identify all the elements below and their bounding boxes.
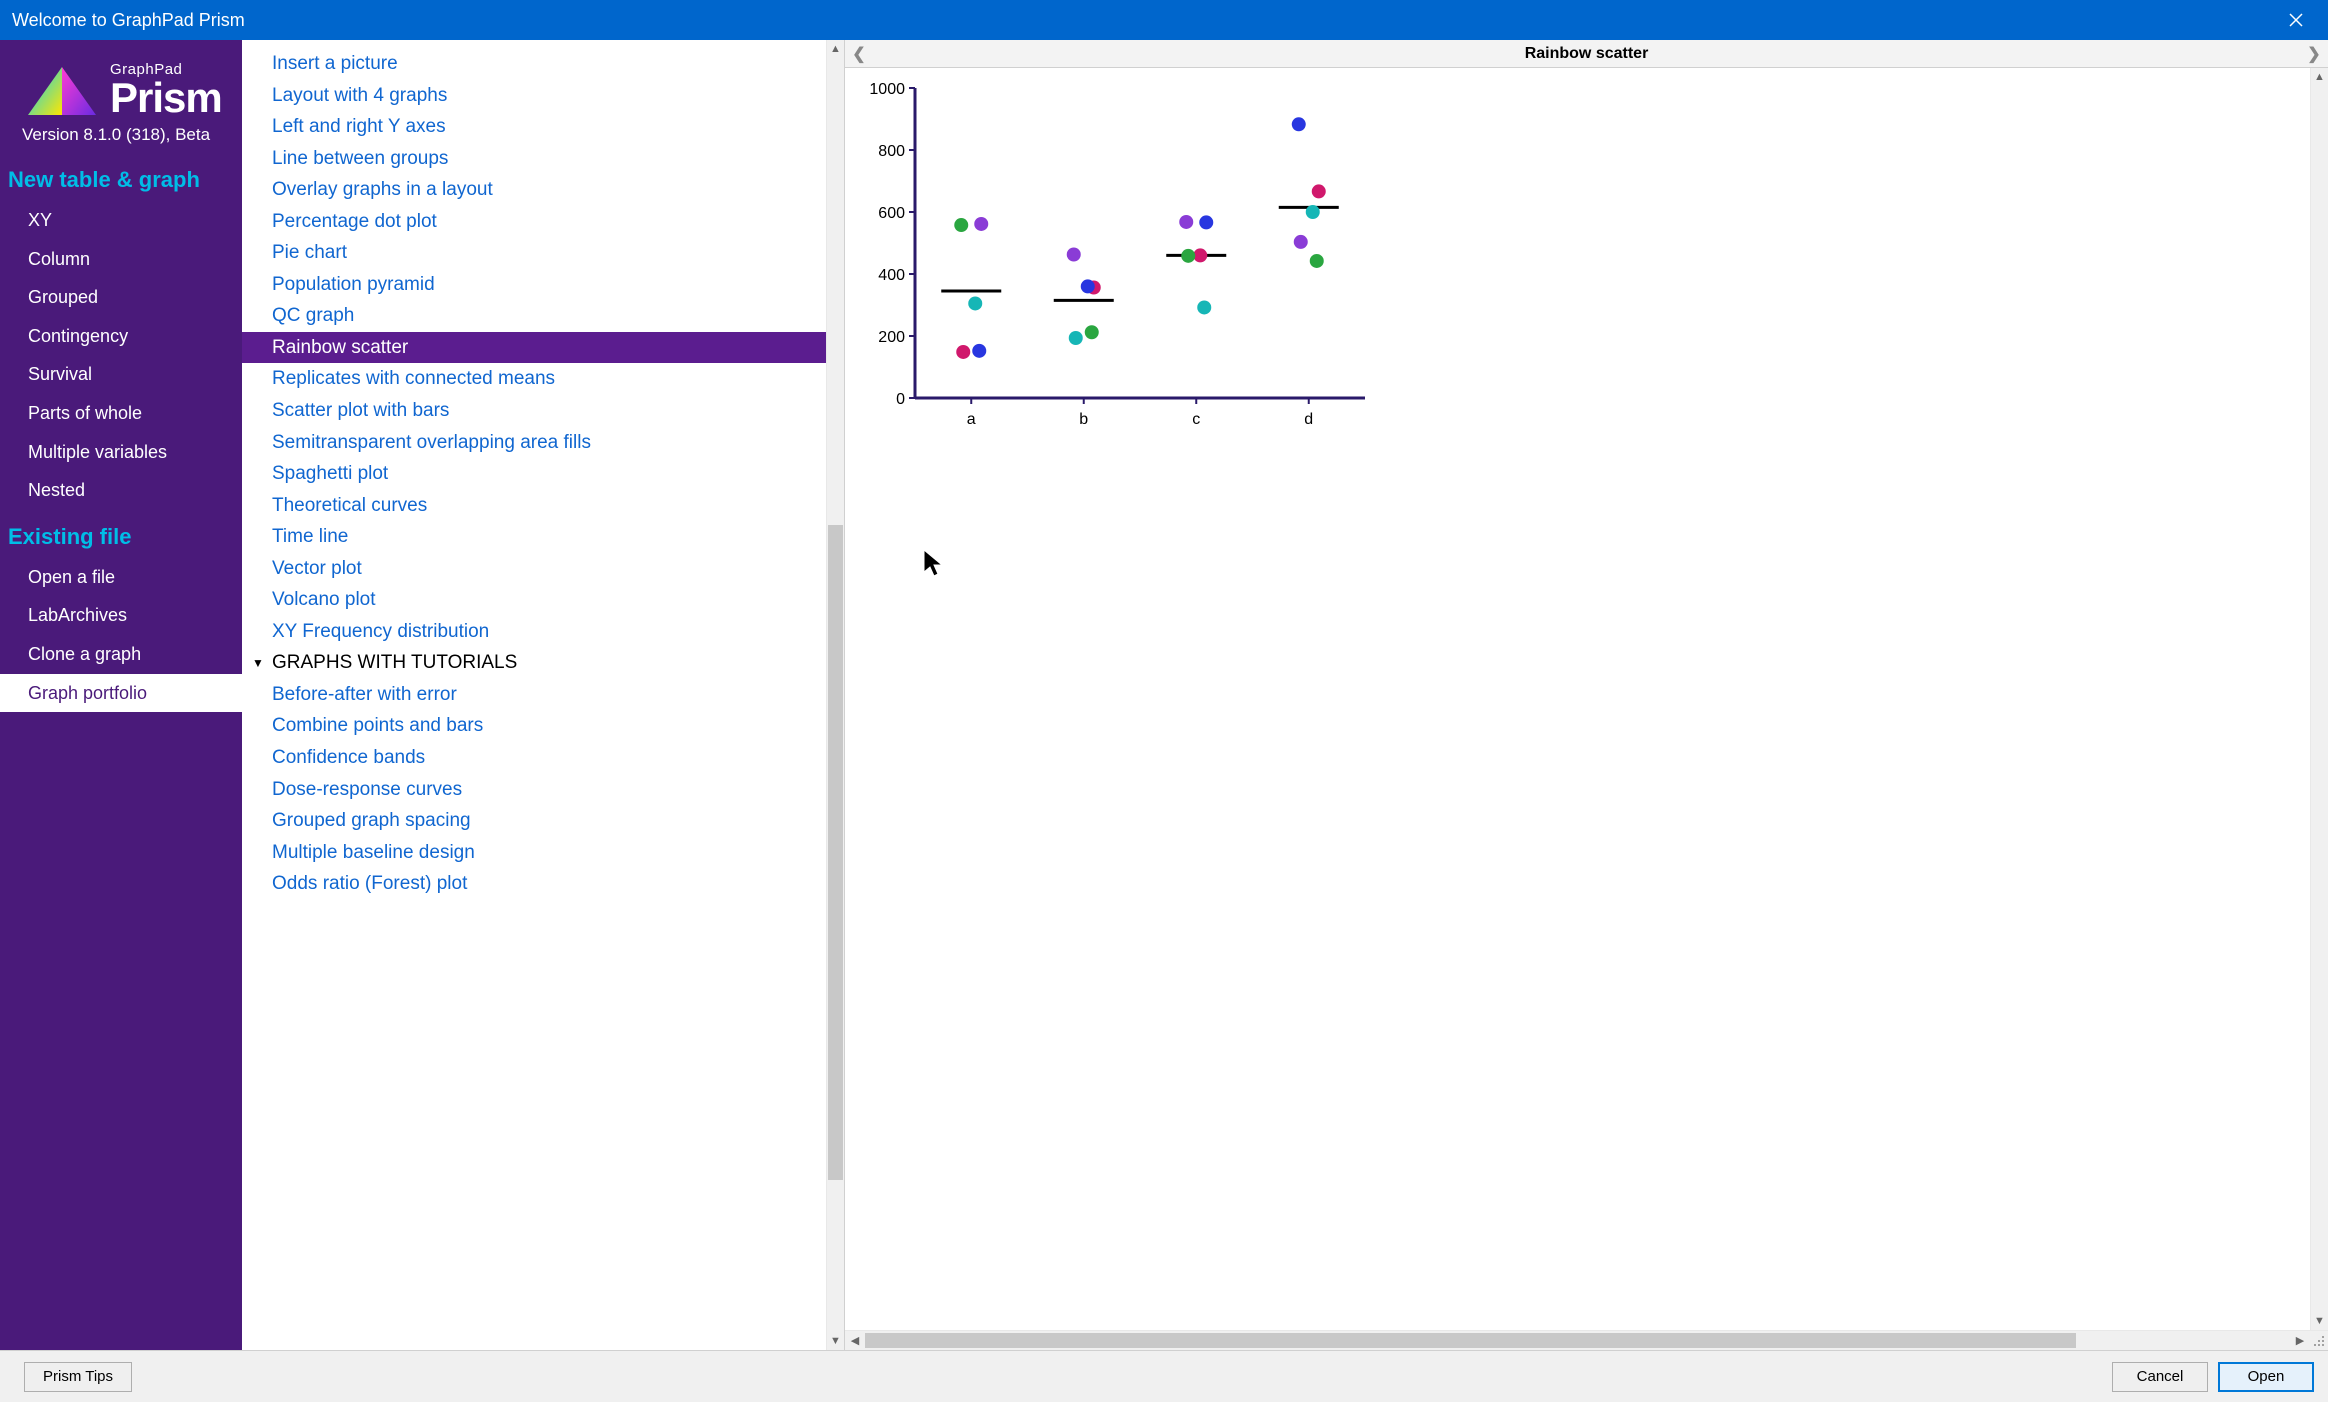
welcome-window: Welcome to GraphPad Prism [0,0,2328,1402]
cursor-icon [922,548,946,586]
list-item-vector-plot[interactable]: Vector plot [242,553,826,585]
svg-text:0: 0 [896,391,905,408]
logo-block: GraphPad Prism Version 8.1.0 (318), Beta [0,40,242,153]
list-item-before-after-with-error[interactable]: Before-after with error [242,679,826,711]
svg-text:c: c [1192,411,1200,428]
preview-scroll-down-icon[interactable]: ▼ [2311,1312,2328,1330]
sidebar-item-open-a-file[interactable]: Open a file [0,558,242,597]
list-item-xy-frequency-distribution[interactable]: XY Frequency distribution [242,616,826,648]
list-item-overlay-graphs-in-a-layout[interactable]: Overlay graphs in a layout [242,174,826,206]
sidebar-item-column[interactable]: Column [0,240,242,279]
svg-text:200: 200 [878,329,905,346]
sidebar-item-xy[interactable]: XY [0,201,242,240]
list-item-qc-graph[interactable]: QC graph [242,300,826,332]
list-item-population-pyramid[interactable]: Population pyramid [242,269,826,301]
list-item-confidence-bands[interactable]: Confidence bands [242,742,826,774]
list-item-percentage-dot-plot[interactable]: Percentage dot plot [242,206,826,238]
list-item-time-line[interactable]: Time line [242,521,826,553]
list-scrollbar[interactable]: ▲ ▼ [826,40,844,1350]
version-label: Version 8.1.0 (318), Beta [22,125,232,145]
sidebar-item-parts-of-whole[interactable]: Parts of whole [0,394,242,433]
svg-text:600: 600 [878,205,905,222]
section-existing-title: Existing file [0,510,242,558]
preview-scroll-up-icon[interactable]: ▲ [2311,68,2328,86]
preview-h-scrollbar[interactable]: ◀ ▶ [845,1330,2328,1350]
logo-prism-text: Prism [110,77,222,119]
list-item-dose-response-curves[interactable]: Dose-response curves [242,774,826,806]
svg-text:a: a [967,411,976,428]
list-item-replicates-with-connected-means[interactable]: Replicates with connected means [242,363,826,395]
list-item-spaghetti-plot[interactable]: Spaghetti plot [242,458,826,490]
list-item-pie-chart[interactable]: Pie chart [242,237,826,269]
open-button[interactable]: Open [2218,1362,2314,1392]
list-item-layout-with-4-graphs[interactable]: Layout with 4 graphs [242,80,826,112]
section-new-table-title: New table & graph [0,153,242,201]
sidebar-item-survival[interactable]: Survival [0,355,242,394]
resize-grip-icon[interactable] [2310,1335,2328,1347]
svg-text:d: d [1304,411,1313,428]
list-item-semitransparent-overlapping-area-fills[interactable]: Semitransparent overlapping area fills [242,427,826,459]
scroll-up-icon[interactable]: ▲ [827,40,844,58]
scroll-thumb[interactable] [828,525,843,1180]
nav-existing-file: Open a fileLabArchivesClone a graphGraph… [0,558,242,712]
sidebar-item-graph-portfolio[interactable]: Graph portfolio [0,674,242,713]
list-item-grouped-graph-spacing[interactable]: Grouped graph spacing [242,805,826,837]
sidebar-item-multiple-variables[interactable]: Multiple variables [0,433,242,472]
list-item-scatter-plot-with-bars[interactable]: Scatter plot with bars [242,395,826,427]
template-list[interactable]: Insert a pictureLayout with 4 graphsLeft… [242,40,826,1350]
list-item-multiple-baseline-design[interactable]: Multiple baseline design [242,837,826,869]
scroll-down-icon[interactable]: ▼ [827,1332,844,1350]
svg-text:800: 800 [878,143,905,160]
sidebar-item-clone-a-graph[interactable]: Clone a graph [0,635,242,674]
preview-scroll-right-icon[interactable]: ▶ [2290,1334,2310,1347]
list-item-left-and-right-y-axes[interactable]: Left and right Y axes [242,111,826,143]
preview-scroll-left-icon[interactable]: ◀ [845,1334,865,1347]
preview-header: ❮ Rainbow scatter ❯ [845,40,2328,68]
sidebar-item-contingency[interactable]: Contingency [0,317,242,356]
svg-text:400: 400 [878,267,905,284]
list-item-line-between-groups[interactable]: Line between groups [242,143,826,175]
nav-new-table: XYColumnGroupedContingencySurvivalParts … [0,201,242,510]
next-template-icon[interactable]: ❯ [2304,44,2324,64]
preview-v-scrollbar[interactable]: ▲ ▼ [2310,68,2328,1330]
prism-tips-button[interactable]: Prism Tips [24,1362,132,1392]
template-list-pane: Insert a pictureLayout with 4 graphsLeft… [242,40,844,1350]
prism-logo-icon [22,63,100,119]
list-item-combine-points-and-bars[interactable]: Combine points and bars [242,710,826,742]
svg-text:1000: 1000 [869,81,905,98]
sidebar-item-labarchives[interactable]: LabArchives [0,596,242,635]
preview-title: Rainbow scatter [869,45,2304,63]
titlebar: Welcome to GraphPad Prism [0,0,2328,40]
cancel-button[interactable]: Cancel [2112,1362,2208,1392]
list-item-insert-a-picture[interactable]: Insert a picture [242,48,826,80]
preview-pane: ❮ Rainbow scatter ❯ 0 200 400 600 800 1000 a b c… [844,40,2328,1350]
footer: Prism Tips Cancel Open [0,1350,2328,1402]
svg-text:b: b [1079,411,1088,428]
prev-template-icon[interactable]: ❮ [849,44,869,64]
sidebar-item-grouped[interactable]: Grouped [0,278,242,317]
list-item-volcano-plot[interactable]: Volcano plot [242,584,826,616]
list-item-odds-ratio-forest-plot[interactable]: Odds ratio (Forest) plot [242,868,826,900]
window-title: Welcome to GraphPad Prism [12,10,245,31]
sidebar: GraphPad Prism Version 8.1.0 (318), Beta… [0,40,242,1350]
list-item-rainbow-scatter[interactable]: Rainbow scatter [242,332,826,364]
list-heading-graphs-with-tutorials[interactable]: GRAPHS WITH TUTORIALS [242,647,826,679]
preview-chart: 0 200 400 600 800 1000 a b c d [845,68,2310,1330]
list-item-theoretical-curves[interactable]: Theoretical curves [242,490,826,522]
close-icon[interactable] [2276,0,2316,40]
preview-h-thumb[interactable] [865,1333,2076,1348]
sidebar-item-nested[interactable]: Nested [0,471,242,510]
